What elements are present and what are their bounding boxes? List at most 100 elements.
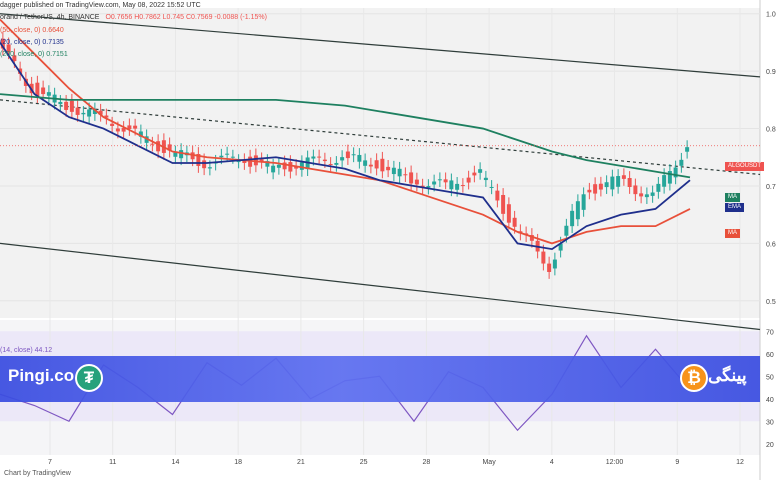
candle-body	[69, 100, 74, 112]
publisher-line: dagger published on TradingView.com, May…	[0, 2, 201, 9]
candle-body	[121, 128, 126, 132]
candle-body	[478, 169, 483, 173]
legend-ma200: (200, close, 0) 0.7151	[0, 51, 68, 58]
candle-body	[271, 165, 276, 173]
candle-body	[196, 153, 201, 166]
rsi-tick-label: 30	[766, 419, 774, 426]
candle-body	[598, 183, 603, 190]
candle-body	[282, 162, 287, 170]
x-tick-label: 12:00	[606, 459, 624, 466]
candle-body	[380, 158, 385, 172]
candle-body	[656, 183, 661, 192]
candle-body	[662, 175, 667, 187]
candle-body	[207, 167, 212, 169]
x-tick-label: 21	[297, 459, 305, 466]
candle-body	[391, 167, 396, 175]
price-tick-label: 0.8	[766, 127, 776, 134]
series-line-ma50	[0, 18, 691, 245]
candle-body	[242, 160, 247, 164]
candle-body	[41, 87, 46, 95]
candle-body	[150, 143, 155, 145]
candle-body	[501, 194, 506, 214]
price-tick-label: 0.5	[766, 299, 776, 306]
candle-body	[575, 201, 580, 220]
candle-body	[127, 125, 132, 129]
candle-body	[311, 156, 316, 159]
candle-body	[190, 152, 195, 160]
x-tick-label: 25	[360, 459, 368, 466]
candle-body	[679, 159, 684, 166]
candle-body	[334, 162, 339, 165]
candle-body	[35, 82, 40, 97]
candle-body	[12, 55, 17, 62]
candle-body	[230, 156, 235, 158]
brand-left-text: Pingi.co	[8, 366, 75, 385]
candle-body	[460, 185, 465, 187]
candle-body	[110, 123, 115, 126]
candle-body	[340, 157, 345, 161]
ma200-tag: MA	[725, 193, 740, 202]
candle-body	[115, 128, 120, 132]
candle-body	[558, 243, 563, 251]
candle-body	[351, 154, 356, 156]
candle-body	[294, 166, 299, 169]
series-line-ema20	[0, 41, 691, 251]
candle-body	[81, 112, 86, 115]
candle-body	[87, 109, 92, 117]
candle-body	[138, 131, 143, 137]
candle-body	[564, 225, 569, 236]
brand-banner	[0, 356, 760, 402]
candle-body	[633, 185, 638, 195]
candle-body	[317, 156, 322, 158]
candle-body	[449, 180, 454, 190]
candle-body	[506, 204, 511, 223]
price-tick-label: 0.9	[766, 69, 776, 76]
x-tick-label: 12	[736, 459, 744, 466]
candle-body	[156, 141, 161, 152]
candle-body	[173, 152, 178, 157]
legend-ema20: (20, close, 0) 0.7135	[0, 39, 64, 46]
x-tick-label: May	[482, 459, 496, 466]
candle-body	[667, 171, 672, 184]
candle-body	[345, 151, 350, 159]
candle-body	[202, 160, 207, 169]
candle-body	[98, 110, 103, 115]
candle-body	[437, 179, 442, 181]
rsi-tick-label: 70	[766, 329, 774, 336]
candle-body	[409, 172, 414, 184]
candle-body	[46, 92, 51, 96]
tether-icon: ₮	[75, 364, 103, 392]
symbol-text: orand / TetherUS, 4h, BINANCE	[0, 14, 100, 21]
candle-body	[368, 164, 373, 167]
candle-body	[552, 259, 557, 269]
x-tick-label: 9	[675, 459, 679, 466]
x-tick-label: 14	[172, 459, 180, 466]
rsi-tick-label: 60	[766, 352, 774, 359]
candle-body	[627, 178, 632, 187]
symbol-price-tag: ALGOUSDT	[725, 162, 765, 171]
series-line-ma200	[0, 93, 691, 179]
candle-body	[616, 176, 621, 187]
price-tick-label: 0.6	[766, 241, 776, 248]
candle-body	[219, 155, 224, 158]
candle-body	[426, 186, 431, 188]
candle-body	[386, 166, 391, 171]
candle-body	[495, 190, 500, 201]
x-tick-label: 4	[550, 459, 554, 466]
candle-body	[443, 179, 448, 183]
price-tick-label: 1.0	[766, 12, 776, 19]
ohlc-text: O0.7656 H0.7862 L0.745 C0.7569 -0.0088 (…	[105, 14, 267, 21]
brand-right-text: پینگی	[708, 366, 747, 385]
channel-lower-line	[0, 242, 761, 331]
candle-body	[363, 160, 368, 166]
candle-body	[265, 161, 270, 167]
candle-body	[604, 182, 609, 188]
candle-body	[432, 181, 437, 185]
candle-body	[179, 150, 184, 159]
rsi-legend: (14, close) 44.12	[0, 347, 53, 354]
x-tick-label: 11	[109, 459, 116, 466]
candle-body	[259, 159, 264, 162]
candle-body	[483, 177, 488, 181]
